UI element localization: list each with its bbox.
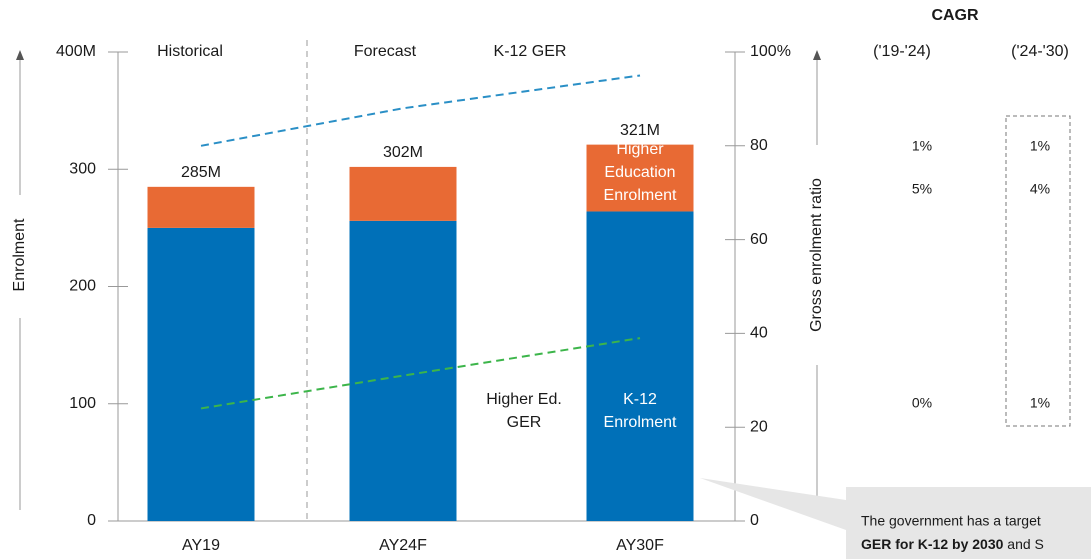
axis-arrow xyxy=(16,50,24,60)
bar-segment xyxy=(349,220,457,521)
bar-segment xyxy=(349,166,457,221)
y-tick-label: 400M xyxy=(56,43,96,60)
y2-tick-label: 20 xyxy=(750,418,768,435)
cagr-column: ('19-'24) xyxy=(873,43,931,60)
cagr-column: ('24-'30) xyxy=(1011,43,1069,60)
line-label: Higher Ed. GER xyxy=(486,391,562,431)
total-label: 285M xyxy=(181,164,221,181)
bar-segment xyxy=(586,144,694,212)
cagr-value: 1% xyxy=(1030,395,1050,411)
y2-tick-label: 40 xyxy=(750,325,768,342)
x-tick-label: AY24F xyxy=(379,537,427,554)
period-label: Forecast xyxy=(354,43,417,60)
axis-arrow xyxy=(813,50,821,60)
line-label: K-12 GER xyxy=(494,43,567,60)
y-tick-label: 300 xyxy=(69,160,96,177)
bar-segment xyxy=(147,186,255,228)
period-label: Historical xyxy=(157,43,223,60)
callout-text: GER for K-12 by 2030 and S xyxy=(861,536,1044,552)
callout-text: The government has a target xyxy=(861,513,1041,529)
callout-box xyxy=(846,487,1091,559)
ger-line xyxy=(200,74,641,147)
series-label: K-12 Enrolment xyxy=(604,391,677,431)
y-axis-label: Enrolment xyxy=(11,218,28,291)
bar-segment xyxy=(147,227,255,521)
y2-tick-label: 0 xyxy=(750,512,759,529)
y2-tick-label: 100% xyxy=(750,43,791,60)
total-label: 302M xyxy=(383,144,423,161)
x-tick-label: AY30F xyxy=(616,537,664,554)
bar-segment xyxy=(586,211,694,521)
cagr-value: 1% xyxy=(1030,138,1050,154)
y-tick-label: 100 xyxy=(69,395,96,412)
callout-bold: GER for K-12 by 2030 xyxy=(861,536,1004,552)
callout-rest: and S xyxy=(1003,536,1043,552)
total-label: 321M xyxy=(620,122,660,139)
cagr-title: CAGR xyxy=(931,7,979,24)
ger-line xyxy=(200,337,641,410)
series-label: Higher Education Enrolment xyxy=(604,141,677,204)
cagr-value: 4% xyxy=(1030,181,1050,197)
cagr-value: 5% xyxy=(912,181,932,197)
y2-tick-label: 80 xyxy=(750,137,768,154)
y2-axis-label: Gross enrolment ratio xyxy=(808,178,825,332)
cagr-value: 1% xyxy=(912,138,932,154)
y-tick-label: 200 xyxy=(69,278,96,295)
y2-tick-label: 60 xyxy=(750,231,768,248)
x-tick-label: AY19 xyxy=(182,537,220,554)
cagr-value: 0% xyxy=(912,395,932,411)
cagr-highlight xyxy=(1005,115,1071,427)
y-tick-label: 0 xyxy=(87,512,96,529)
callout-pointer xyxy=(700,478,846,530)
